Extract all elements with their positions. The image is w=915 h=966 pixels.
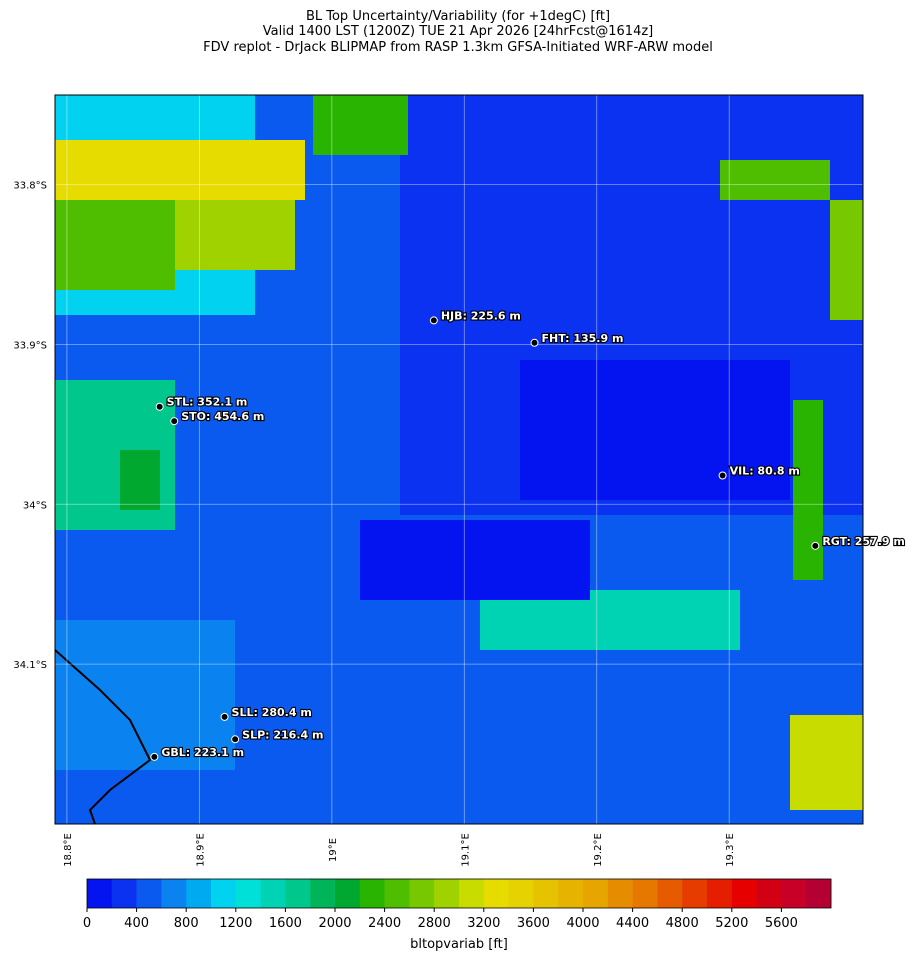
colorbar-swatch [632,879,658,908]
station-label: GBL: 223.1 m [161,746,244,759]
colorbar-swatch [111,879,137,908]
title-line: BL Top Uncertainty/Variability (for +1de… [306,9,610,24]
terrain-patch [55,140,305,200]
station-marker [150,752,159,761]
terrain-patch [360,520,590,600]
colorbar-tick-label: 0 [83,916,91,931]
colorbar-tick-label: 2400 [368,916,401,931]
y-tick-label: 34.1°S [13,660,47,671]
colorbar-swatch [806,879,832,908]
coastline [54,649,152,825]
colorbar-swatch [682,879,708,908]
terrain-patch [790,715,863,810]
colorbar-tick-label: 1600 [269,916,302,931]
colorbar-tick-label: 4000 [566,916,599,931]
station-label: SLL: 280.4 m [232,706,312,719]
colorbar-swatch [483,879,509,908]
colorbar-swatch [359,879,385,908]
colorbar-swatch [87,879,113,908]
colorbar-swatch [235,879,261,908]
colorbar-swatch [731,879,757,908]
colorbar-tick-label: 3600 [517,916,550,931]
colorbar-swatch [508,879,534,908]
colorbar-tick-label: 5600 [765,916,798,931]
station-marker [231,735,240,744]
colorbar-swatch [260,879,286,908]
terrain-patch [830,200,863,320]
station-marker [718,471,727,480]
colorbar-label: bltopvariab [ft] [410,937,508,952]
colorbar-tick-label: 5200 [715,916,748,931]
colorbar-swatch [384,879,410,908]
station-label: SLP: 216.4 m [242,728,323,741]
colorbar-swatch [459,879,485,908]
colorbar-swatch [310,879,336,908]
colorbar-tick-label: 400 [124,916,149,931]
colorbar-swatch [285,879,311,908]
colorbar-swatch [434,879,460,908]
station-label: HJB: 225.6 m [441,309,521,322]
station-marker [170,417,179,426]
x-tick-label: 18.9°E [195,833,206,867]
station-label: FHT: 135.9 m [542,332,624,345]
title-line: FDV replot - DrJack BLIPMAP from RASP 1.… [203,40,713,55]
colorbar-swatch [409,879,435,908]
terrain-patch [313,95,408,155]
colorbar-swatch [607,879,633,908]
colorbar-swatch [558,879,584,908]
station-marker [155,402,164,411]
map-frame [54,94,864,825]
colorbar-swatch [657,879,683,908]
station-label: STL: 352.1 m [167,396,248,409]
colorbar-tick-label: 4800 [666,916,699,931]
colorbar-swatch [186,879,212,908]
colorbar-swatch [161,879,187,908]
x-tick-label: 18.8°E [63,833,74,867]
colorbar-swatch [533,879,559,908]
colorbar-swatch [583,879,609,908]
colorbar-tick-label: 800 [174,916,199,931]
station-marker [811,541,820,550]
y-tick-label: 34°S [23,500,47,511]
colorbar-swatch [781,879,807,908]
x-tick-label: 19.2°E [593,833,604,867]
station-label: STO: 454.6 m [181,410,264,423]
colorbar-swatch [756,879,782,908]
title-line: Valid 1400 LST (1200Z) TUE 21 Apr 2026 [… [263,24,654,39]
terrain-patch [55,620,235,770]
colorbar-tick-label: 4400 [616,916,649,931]
y-tick-label: 33.9°S [13,340,47,351]
field [54,95,863,825]
colorbar-swatch [136,879,162,908]
terrain-patch [175,200,295,270]
x-tick-label: 19.3°E [725,833,736,867]
station-marker [530,338,539,347]
colorbar-tick-label: 3200 [467,916,500,931]
station-marker [429,316,438,325]
colorbar-tick-label: 2800 [418,916,451,931]
station-label: RGT: 257.9 m [822,535,905,548]
terrain-patch [55,200,175,290]
colorbar-swatch [335,879,361,908]
x-tick-label: 19.1°E [460,833,471,867]
terrain-patch [720,160,830,200]
terrain-patch [120,450,160,510]
x-tick-label: 19°E [328,838,339,862]
colorbar-tick-label: 1200 [219,916,252,931]
colorbar-swatch [211,879,237,908]
y-tick-label: 33.8°S [13,181,47,192]
terrain-patch [520,360,790,500]
colorbar-swatch [707,879,733,908]
station-marker [220,712,229,721]
colorbar-frame [86,878,832,909]
terrain-patch [793,400,823,580]
colorbar-tick-label: 2000 [318,916,351,931]
station-label: VIL: 80.8 m [730,464,800,477]
